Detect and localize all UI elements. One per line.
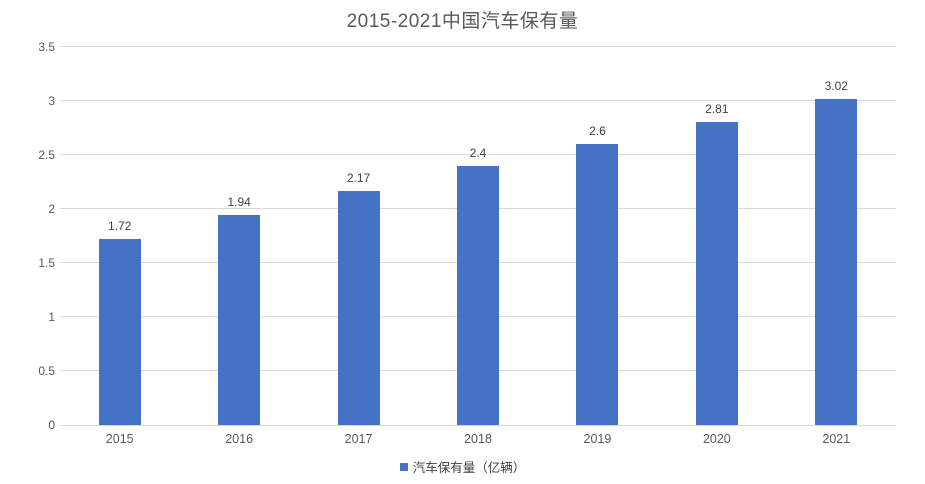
- bar-2015: [98, 239, 141, 425]
- bar-2019: [576, 144, 619, 425]
- gridline: [60, 154, 896, 155]
- x-tick-label: 2018: [464, 432, 492, 446]
- data-label: 3.02: [824, 78, 848, 93]
- y-tick-label: 2.5: [38, 148, 55, 162]
- y-tick-label: 2: [48, 202, 55, 216]
- data-label: 1.94: [227, 195, 251, 210]
- y-tick-label: 0.5: [38, 364, 55, 378]
- legend-entry: 汽车保有量（亿辆）: [399, 457, 526, 476]
- plot-area: 1.72 1.94 2.17 2.4 2.6 2.81 3.02: [60, 46, 896, 426]
- y-tick-label: 1.5: [38, 256, 55, 270]
- y-tick-label: 3: [48, 94, 55, 108]
- y-axis: 0 0.5 1 1.5 2 2.5 3 3.5: [10, 40, 55, 432]
- x-tick-label: 2019: [583, 432, 612, 446]
- legend: 汽车保有量（亿辆）: [0, 457, 925, 476]
- y-tick-label: 3.5: [38, 40, 55, 54]
- bar-2021: [815, 98, 858, 425]
- bar-2020: [695, 121, 738, 425]
- y-tick-label: 1: [48, 310, 55, 324]
- legend-marker-icon: [399, 462, 408, 471]
- y-tick-label: 0: [48, 418, 55, 432]
- x-tick-label: 2015: [105, 432, 134, 446]
- gridline: [60, 46, 896, 47]
- data-label: 2.17: [346, 170, 371, 185]
- data-label: 2.6: [589, 124, 606, 139]
- x-tick-label: 2017: [344, 432, 373, 446]
- data-label: 2.4: [469, 145, 487, 160]
- bar-2017: [337, 190, 380, 425]
- gridline: [60, 100, 896, 101]
- bar-2016: [218, 215, 261, 425]
- data-label: 2.81: [705, 101, 729, 116]
- data-label: 1.72: [108, 219, 132, 234]
- bar-2018: [457, 165, 499, 425]
- x-tick-label: 2020: [702, 432, 731, 446]
- chart-title: 2015-2021中国汽车保有量: [346, 11, 579, 32]
- x-tick-label: 2021: [822, 432, 851, 446]
- x-axis: 2015 2016 2017 2018 2019 2020 2021: [60, 432, 896, 450]
- x-tick-label: 2016: [225, 432, 254, 446]
- legend-label: 汽车保有量（亿辆）: [412, 461, 526, 475]
